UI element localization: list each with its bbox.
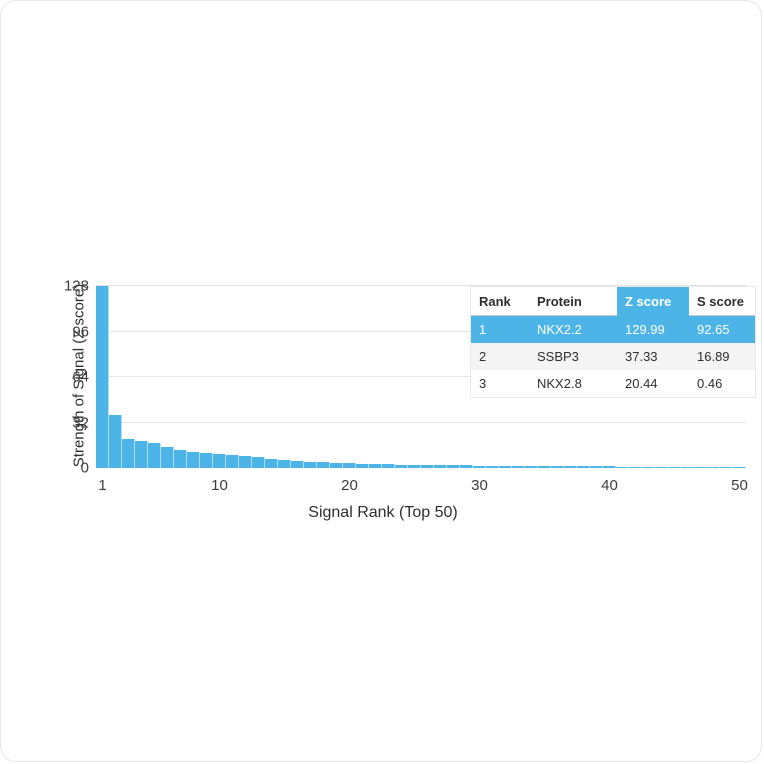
bar-rank-37 xyxy=(564,466,577,468)
plot-area xyxy=(96,285,746,468)
x-tick-label: 30 xyxy=(471,477,488,494)
x-axis-label: Signal Rank (Top 50) xyxy=(308,504,458,521)
bar-rank-42 xyxy=(629,466,642,468)
x-tick-label: 1 xyxy=(98,477,107,494)
cell-z-score: 129.99 xyxy=(617,315,689,343)
bar-rank-3 xyxy=(122,438,135,468)
gridline xyxy=(96,285,746,286)
bar-rank-40 xyxy=(603,466,616,468)
cell-protein: SSBP3 xyxy=(529,343,617,370)
bar-rank-1 xyxy=(96,286,109,468)
gridline xyxy=(96,421,746,423)
bar-rank-4 xyxy=(135,440,148,468)
gridline xyxy=(96,376,746,377)
bar-rank-2 xyxy=(109,414,122,468)
bar-rank-35 xyxy=(538,466,551,468)
cell-rank: 3 xyxy=(479,376,487,391)
cell-z-score: 20.44 xyxy=(625,376,658,391)
bar-rank-30 xyxy=(473,465,486,468)
bar-rank-48 xyxy=(707,466,720,468)
header-s-score: S score xyxy=(689,287,755,316)
y-tick-label: 64 xyxy=(72,368,89,386)
bar-rank-14 xyxy=(265,458,278,468)
bar-rank-27 xyxy=(434,465,447,468)
header-z-score: Z score xyxy=(617,287,689,316)
bar-rank-26 xyxy=(421,465,434,468)
x-tick-label: 40 xyxy=(601,477,618,494)
bar-rank-28 xyxy=(447,465,460,468)
bar-rank-8 xyxy=(187,452,200,468)
bar-rank-23 xyxy=(382,464,395,468)
bar-rank-13 xyxy=(252,457,265,468)
bar-rank-24 xyxy=(395,464,408,468)
y-tick-label: 0 xyxy=(80,459,89,477)
bar-rank-15 xyxy=(278,460,291,468)
header-protein: Protein xyxy=(529,287,617,316)
x-tick-label: 20 xyxy=(341,477,358,494)
bar-rank-50 xyxy=(733,467,746,468)
cell-rank: 2 xyxy=(471,343,529,370)
bar-rank-12 xyxy=(239,456,252,468)
bar-rank-5 xyxy=(148,442,161,468)
bar-rank-34 xyxy=(525,466,538,468)
y-tick-label: 128 xyxy=(63,277,89,295)
table-row: 1 NKX2.2 129.99 92.65 xyxy=(471,315,755,343)
bar-rank-20 xyxy=(343,463,356,468)
bar-rank-9 xyxy=(200,453,213,468)
bar-rank-49 xyxy=(720,466,733,468)
bar-rank-33 xyxy=(512,465,525,468)
bar-rank-29 xyxy=(460,465,473,468)
bar-rank-16 xyxy=(291,460,304,468)
bar-rank-25 xyxy=(408,464,421,468)
bar-rank-11 xyxy=(226,455,239,468)
table-row: 2 SSBP3 37.33 16.89 xyxy=(471,343,755,370)
bar-rank-22 xyxy=(369,464,382,468)
bar-rank-19 xyxy=(330,462,343,468)
x-tick-label: 50 xyxy=(731,477,748,494)
cell-rank: 1 xyxy=(471,315,529,343)
table-row: 3 NKX2.8 20.44 0.46 xyxy=(471,370,755,397)
bar-rank-18 xyxy=(317,462,330,468)
cell-protein: NKX2.2 xyxy=(529,315,617,343)
cell-s-score: 0.46 xyxy=(697,376,723,391)
y-tick-label: 96 xyxy=(72,323,89,340)
bar-rank-44 xyxy=(655,466,668,468)
bar-rank-10 xyxy=(213,454,226,468)
bar-rank-31 xyxy=(486,465,499,468)
cell-protein: NKX2.8 xyxy=(537,376,582,391)
bar-rank-39 xyxy=(590,466,603,468)
bar-series xyxy=(96,286,746,468)
y-tick-label: 32 xyxy=(72,414,89,431)
ranking-table: Rank Protein Z score S score 1 NKX2.2 12… xyxy=(471,287,755,397)
bar-rank-7 xyxy=(174,450,187,468)
bar-rank-43 xyxy=(642,466,655,468)
cell-s-score: 92.65 xyxy=(689,315,755,343)
table-header-row: Rank Protein Z score S score xyxy=(471,287,755,316)
x-tick-label: 10 xyxy=(211,477,228,494)
bar-rank-46 xyxy=(681,466,694,468)
cell-z-score: 37.33 xyxy=(617,343,689,370)
gridline xyxy=(96,330,746,332)
bar-rank-47 xyxy=(694,466,707,468)
bar-rank-41 xyxy=(616,466,629,468)
bar-rank-17 xyxy=(304,461,317,468)
bar-rank-21 xyxy=(356,463,369,468)
bar-rank-38 xyxy=(577,466,590,468)
bar-rank-45 xyxy=(668,466,681,468)
header-rank: Rank xyxy=(471,287,529,316)
bar-rank-32 xyxy=(499,465,512,468)
bar-rank-36 xyxy=(551,466,564,468)
bar-rank-6 xyxy=(161,446,174,468)
cell-s-score: 16.89 xyxy=(689,343,755,370)
